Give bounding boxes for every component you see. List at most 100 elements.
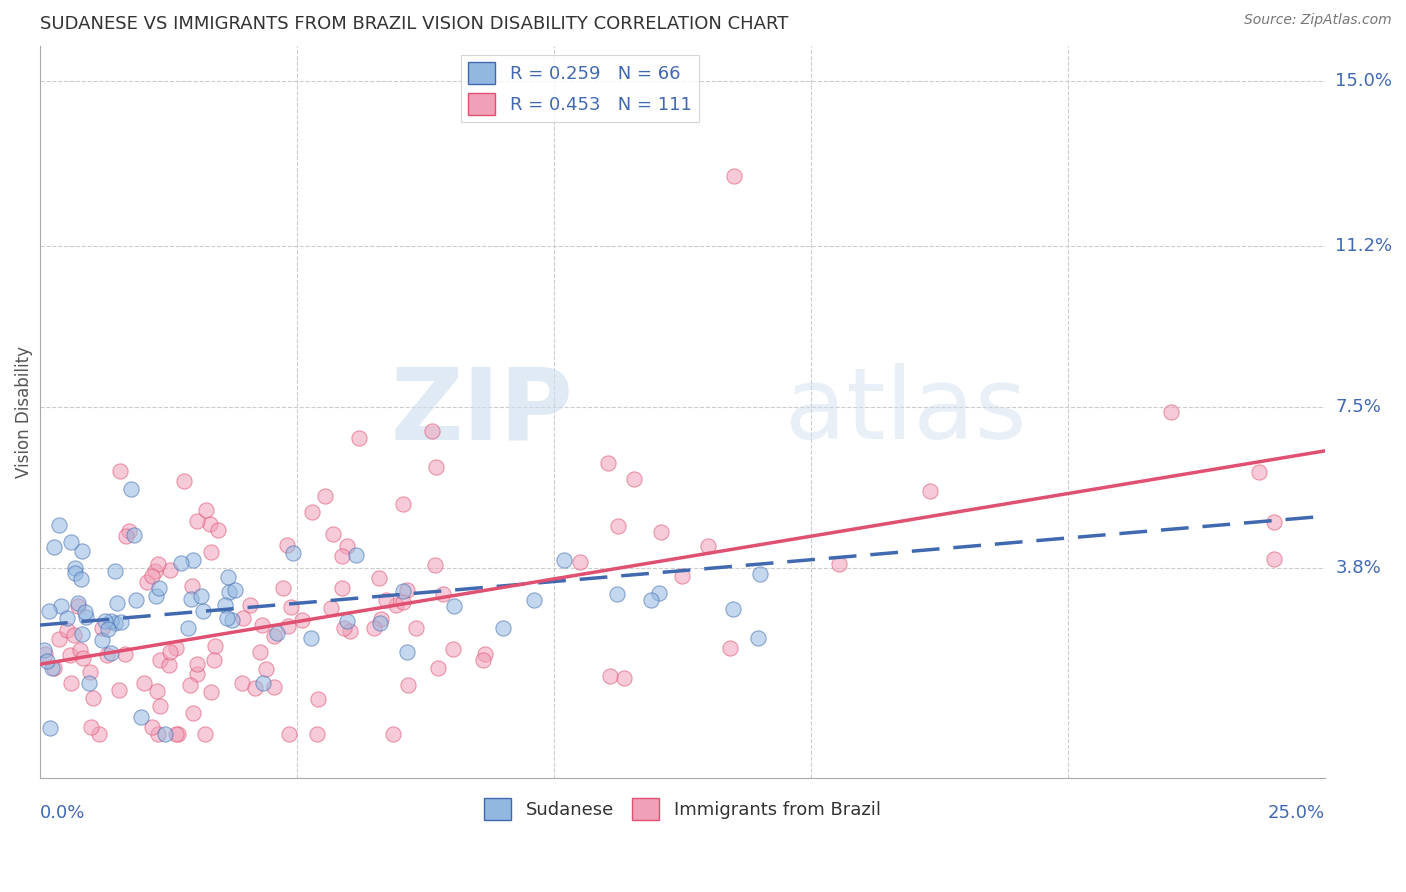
- Point: [474, 647, 496, 661]
- Point: [650, 524, 672, 539]
- Point: [82, 691, 104, 706]
- Point: [70, 543, 93, 558]
- Point: [186, 657, 208, 671]
- Point: [232, 611, 254, 625]
- Point: [55, 611, 77, 625]
- Point: [180, 591, 202, 606]
- Point: [157, 658, 180, 673]
- Point: [385, 598, 408, 612]
- Text: 0.0%: 0.0%: [39, 804, 86, 822]
- Point: [183, 706, 205, 720]
- Point: [623, 472, 645, 486]
- Point: [252, 675, 274, 690]
- Point: [330, 581, 353, 595]
- Point: [276, 538, 298, 552]
- Point: [671, 569, 693, 583]
- Point: [381, 727, 404, 741]
- Point: [48, 517, 70, 532]
- Point: [221, 613, 243, 627]
- Point: [59, 535, 82, 549]
- Point: [243, 681, 266, 695]
- Point: [322, 527, 344, 541]
- Point: [405, 621, 427, 635]
- Point: [141, 569, 163, 583]
- Point: [204, 639, 226, 653]
- Point: [395, 583, 418, 598]
- Point: [280, 600, 302, 615]
- Text: 15.0%: 15.0%: [1336, 71, 1392, 89]
- Point: [100, 646, 122, 660]
- Point: [125, 593, 148, 607]
- Point: [108, 682, 131, 697]
- Point: [721, 601, 744, 615]
- Point: [73, 605, 96, 619]
- Point: [648, 586, 671, 600]
- Point: [103, 615, 125, 630]
- Point: [1263, 552, 1285, 566]
- Point: [42, 540, 65, 554]
- Point: [200, 685, 222, 699]
- Point: [613, 671, 636, 685]
- Point: [1160, 404, 1182, 418]
- Point: [159, 645, 181, 659]
- Point: [231, 676, 253, 690]
- Point: [80, 720, 103, 734]
- Point: [432, 587, 454, 601]
- Point: [224, 582, 246, 597]
- Point: [96, 648, 118, 663]
- Point: [59, 648, 82, 662]
- Point: [207, 523, 229, 537]
- Point: [34, 648, 56, 662]
- Point: [179, 678, 201, 692]
- Point: [277, 619, 299, 633]
- Point: [332, 549, 354, 563]
- Point: [314, 489, 336, 503]
- Point: [70, 627, 93, 641]
- Point: [149, 699, 172, 714]
- Point: [100, 614, 122, 628]
- Text: SUDANESE VS IMMIGRANTS FROM BRAZIL VISION DISABILITY CORRELATION CHART: SUDANESE VS IMMIGRANTS FROM BRAZIL VISIO…: [39, 15, 789, 33]
- Point: [420, 424, 443, 438]
- Point: [129, 710, 152, 724]
- Point: [190, 589, 212, 603]
- Point: [191, 604, 214, 618]
- Point: [828, 558, 851, 572]
- Point: [180, 579, 202, 593]
- Point: [108, 464, 131, 478]
- Point: [69, 643, 91, 657]
- Point: [278, 727, 301, 741]
- Point: [105, 596, 128, 610]
- Point: [697, 539, 720, 553]
- Text: ZIP: ZIP: [391, 363, 574, 460]
- Point: [217, 610, 239, 624]
- Point: [136, 574, 159, 589]
- Point: [333, 621, 356, 635]
- Point: [375, 592, 398, 607]
- Point: [568, 555, 591, 569]
- Point: [553, 552, 575, 566]
- Point: [307, 727, 329, 741]
- Point: [598, 456, 620, 470]
- Point: [148, 581, 170, 595]
- Point: [271, 582, 294, 596]
- Text: 11.2%: 11.2%: [1336, 237, 1392, 255]
- Point: [425, 558, 447, 573]
- Point: [70, 572, 93, 586]
- Point: [443, 599, 465, 614]
- Point: [72, 650, 94, 665]
- Y-axis label: Vision Disability: Vision Disability: [15, 345, 32, 477]
- Point: [48, 632, 70, 647]
- Point: [79, 665, 101, 680]
- Point: [266, 625, 288, 640]
- Point: [918, 484, 941, 499]
- Point: [186, 514, 208, 528]
- Point: [149, 653, 172, 667]
- Point: [165, 727, 187, 741]
- Point: [250, 618, 273, 632]
- Point: [218, 584, 240, 599]
- Point: [132, 676, 155, 690]
- Point: [145, 565, 167, 579]
- Point: [177, 621, 200, 635]
- Point: [301, 505, 323, 519]
- Point: [173, 475, 195, 489]
